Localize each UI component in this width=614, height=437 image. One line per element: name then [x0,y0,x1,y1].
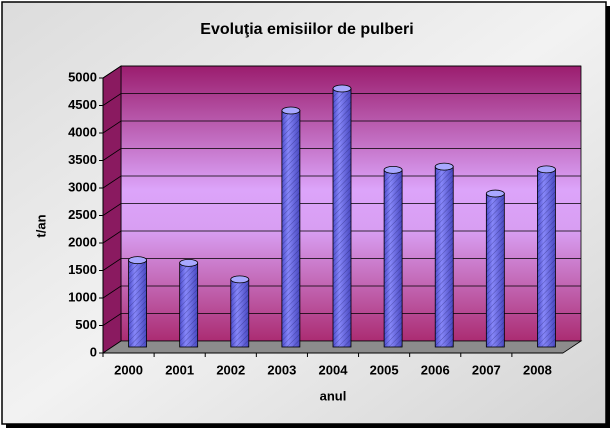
bar-hatch [230,278,250,348]
bar-hatch [179,262,199,348]
y-tick-label: 4500 [68,97,97,112]
x-tick-label: 2006 [421,362,450,377]
y-tick-label: 1000 [68,289,97,304]
x-tick-label: 2005 [370,362,399,377]
y-tick-label: 5000 [68,69,97,84]
y-tick-label: 2500 [68,207,97,222]
bar-hatch [485,193,505,348]
bar-top [281,106,301,115]
x-tick-label: 2004 [319,362,349,377]
chart-title: Evoluţia emisiilor de pulberi [200,21,413,38]
bar-top [485,189,505,198]
bar-top [230,275,250,284]
y-tick-label: 3500 [68,152,97,167]
bar-hatch [281,110,301,348]
bar-hatch [128,259,147,348]
x-tick-label: 2000 [114,362,143,377]
y-tick-label: 4000 [68,124,97,139]
bar-hatch [383,169,403,348]
y-axis-title: t/an [33,214,48,237]
grid-line [102,313,581,326]
bar-top [332,84,352,93]
x-tick-label: 2003 [267,362,296,377]
x-tick-label: 2002 [216,362,245,377]
grid-line [102,203,581,216]
grid-line [102,285,581,299]
bar-top [128,256,147,265]
x-axis-title: anul [320,388,347,403]
grid-line [102,175,581,189]
y-tick-label: 0 [90,344,97,359]
y-tick-label: 1500 [68,262,97,277]
y-tick-label: 500 [75,317,97,332]
grid-line [102,93,581,106]
bar-top [179,258,199,267]
bar-hatch [537,168,556,348]
grid-line [102,120,581,134]
x-tick-label: 2008 [523,362,552,377]
grid-line [102,65,581,79]
bar-hatch [332,88,352,348]
bar-top [434,162,454,171]
bar-hatch [434,166,454,348]
y-tick-label: 2000 [68,234,97,249]
grid-line [102,230,581,244]
bar-top [383,165,403,174]
grid-line [102,258,581,271]
x-tick-label: 2001 [165,362,194,377]
bar-top [537,165,556,174]
x-tick-label: 2007 [472,362,501,377]
grid-line [102,148,581,161]
y-tick-label: 3000 [68,179,97,194]
